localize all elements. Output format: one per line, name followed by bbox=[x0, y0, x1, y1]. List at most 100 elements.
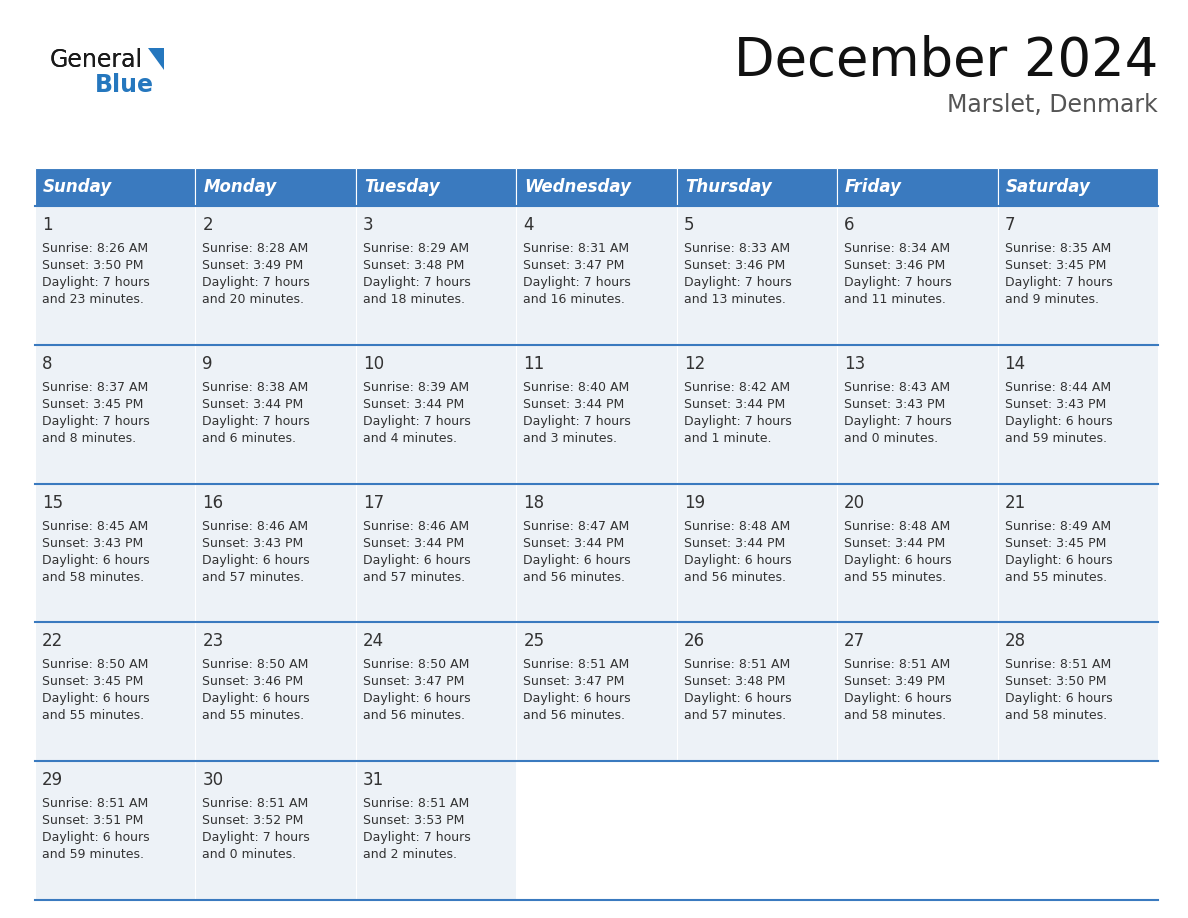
Text: 3: 3 bbox=[362, 216, 373, 234]
Text: Sunrise: 8:29 AM: Sunrise: 8:29 AM bbox=[362, 242, 469, 255]
Text: and 9 minutes.: and 9 minutes. bbox=[1005, 293, 1099, 306]
Text: Sunrise: 8:43 AM: Sunrise: 8:43 AM bbox=[845, 381, 950, 394]
Bar bbox=[677, 168, 838, 206]
Text: Sunset: 3:49 PM: Sunset: 3:49 PM bbox=[845, 676, 946, 688]
Text: Daylight: 6 hours: Daylight: 6 hours bbox=[684, 692, 791, 705]
Text: 20: 20 bbox=[845, 494, 865, 511]
Text: Sunrise: 8:50 AM: Sunrise: 8:50 AM bbox=[202, 658, 309, 671]
Text: Daylight: 6 hours: Daylight: 6 hours bbox=[42, 554, 150, 566]
Text: General: General bbox=[50, 48, 143, 72]
Text: Sunset: 3:43 PM: Sunset: 3:43 PM bbox=[1005, 397, 1106, 410]
Bar bbox=[196, 168, 356, 206]
Text: 29: 29 bbox=[42, 771, 63, 789]
Text: and 58 minutes.: and 58 minutes. bbox=[1005, 710, 1107, 722]
Bar bbox=[356, 622, 517, 761]
Text: Sunrise: 8:51 AM: Sunrise: 8:51 AM bbox=[1005, 658, 1111, 671]
Text: and 20 minutes.: and 20 minutes. bbox=[202, 293, 304, 306]
Text: and 55 minutes.: and 55 minutes. bbox=[42, 710, 144, 722]
Bar bbox=[677, 345, 838, 484]
Text: and 58 minutes.: and 58 minutes. bbox=[42, 571, 144, 584]
Text: Sunset: 3:45 PM: Sunset: 3:45 PM bbox=[42, 397, 144, 410]
Text: Monday: Monday bbox=[203, 178, 277, 196]
Text: Sunrise: 8:34 AM: Sunrise: 8:34 AM bbox=[845, 242, 950, 255]
Bar bbox=[998, 484, 1158, 622]
Bar bbox=[677, 206, 838, 345]
Text: 12: 12 bbox=[684, 354, 704, 373]
Bar bbox=[34, 484, 196, 622]
Text: Daylight: 7 hours: Daylight: 7 hours bbox=[523, 415, 631, 428]
Text: Daylight: 7 hours: Daylight: 7 hours bbox=[362, 276, 470, 289]
Text: Sunrise: 8:26 AM: Sunrise: 8:26 AM bbox=[42, 242, 148, 255]
Text: Sunrise: 8:44 AM: Sunrise: 8:44 AM bbox=[1005, 381, 1111, 394]
Bar bbox=[356, 761, 517, 900]
Text: and 18 minutes.: and 18 minutes. bbox=[362, 293, 465, 306]
Text: Sunset: 3:44 PM: Sunset: 3:44 PM bbox=[523, 537, 625, 550]
Text: Sunset: 3:44 PM: Sunset: 3:44 PM bbox=[684, 397, 785, 410]
Text: and 59 minutes.: and 59 minutes. bbox=[42, 848, 144, 861]
Text: Daylight: 6 hours: Daylight: 6 hours bbox=[362, 554, 470, 566]
Text: Sunset: 3:47 PM: Sunset: 3:47 PM bbox=[362, 676, 465, 688]
Text: 19: 19 bbox=[684, 494, 704, 511]
Text: Marslet, Denmark: Marslet, Denmark bbox=[947, 93, 1158, 117]
Text: Sunrise: 8:28 AM: Sunrise: 8:28 AM bbox=[202, 242, 309, 255]
Text: 28: 28 bbox=[1005, 633, 1025, 650]
Text: Daylight: 6 hours: Daylight: 6 hours bbox=[845, 692, 952, 705]
Text: and 11 minutes.: and 11 minutes. bbox=[845, 293, 946, 306]
Polygon shape bbox=[148, 48, 164, 70]
Bar bbox=[677, 622, 838, 761]
Text: 22: 22 bbox=[42, 633, 63, 650]
Text: Sunset: 3:45 PM: Sunset: 3:45 PM bbox=[1005, 537, 1106, 550]
Text: Daylight: 7 hours: Daylight: 7 hours bbox=[42, 276, 150, 289]
Text: Daylight: 7 hours: Daylight: 7 hours bbox=[1005, 276, 1112, 289]
Text: and 1 minute.: and 1 minute. bbox=[684, 431, 771, 445]
Bar bbox=[196, 761, 356, 900]
Text: and 57 minutes.: and 57 minutes. bbox=[362, 571, 465, 584]
Text: and 57 minutes.: and 57 minutes. bbox=[202, 571, 304, 584]
Bar bbox=[356, 168, 517, 206]
Text: 17: 17 bbox=[362, 494, 384, 511]
Text: Sunrise: 8:51 AM: Sunrise: 8:51 AM bbox=[362, 797, 469, 811]
Text: and 58 minutes.: and 58 minutes. bbox=[845, 710, 947, 722]
Text: Sunrise: 8:51 AM: Sunrise: 8:51 AM bbox=[845, 658, 950, 671]
Text: 2: 2 bbox=[202, 216, 213, 234]
Text: Sunset: 3:44 PM: Sunset: 3:44 PM bbox=[845, 537, 946, 550]
Text: Daylight: 7 hours: Daylight: 7 hours bbox=[362, 831, 470, 845]
Text: Daylight: 7 hours: Daylight: 7 hours bbox=[42, 415, 150, 428]
Bar bbox=[196, 206, 356, 345]
Text: Sunset: 3:43 PM: Sunset: 3:43 PM bbox=[202, 537, 304, 550]
Bar bbox=[34, 168, 196, 206]
Text: Sunrise: 8:46 AM: Sunrise: 8:46 AM bbox=[202, 520, 309, 532]
Text: Daylight: 7 hours: Daylight: 7 hours bbox=[202, 415, 310, 428]
Text: Daylight: 6 hours: Daylight: 6 hours bbox=[1005, 692, 1112, 705]
Text: Sunrise: 8:40 AM: Sunrise: 8:40 AM bbox=[523, 381, 630, 394]
Text: Sunset: 3:44 PM: Sunset: 3:44 PM bbox=[202, 397, 304, 410]
Text: and 55 minutes.: and 55 minutes. bbox=[202, 710, 304, 722]
Text: Daylight: 7 hours: Daylight: 7 hours bbox=[362, 415, 470, 428]
Text: 23: 23 bbox=[202, 633, 223, 650]
Bar bbox=[998, 622, 1158, 761]
Text: 10: 10 bbox=[362, 354, 384, 373]
Text: Sunrise: 8:51 AM: Sunrise: 8:51 AM bbox=[684, 658, 790, 671]
Text: General: General bbox=[50, 48, 143, 72]
Text: Daylight: 7 hours: Daylight: 7 hours bbox=[845, 415, 952, 428]
Text: and 8 minutes.: and 8 minutes. bbox=[42, 431, 137, 445]
Text: and 16 minutes.: and 16 minutes. bbox=[523, 293, 625, 306]
Text: Sunset: 3:52 PM: Sunset: 3:52 PM bbox=[202, 814, 304, 827]
Bar bbox=[998, 168, 1158, 206]
Text: 30: 30 bbox=[202, 771, 223, 789]
Bar bbox=[34, 622, 196, 761]
Bar bbox=[196, 622, 356, 761]
Text: Daylight: 7 hours: Daylight: 7 hours bbox=[202, 276, 310, 289]
Text: 13: 13 bbox=[845, 354, 865, 373]
Text: Sunset: 3:46 PM: Sunset: 3:46 PM bbox=[202, 676, 304, 688]
Text: 5: 5 bbox=[684, 216, 694, 234]
Bar bbox=[998, 345, 1158, 484]
Text: Daylight: 6 hours: Daylight: 6 hours bbox=[523, 554, 631, 566]
Bar bbox=[998, 206, 1158, 345]
Text: Sunrise: 8:51 AM: Sunrise: 8:51 AM bbox=[202, 797, 309, 811]
Text: 9: 9 bbox=[202, 354, 213, 373]
Text: 7: 7 bbox=[1005, 216, 1015, 234]
Text: and 6 minutes.: and 6 minutes. bbox=[202, 431, 297, 445]
Text: Sunrise: 8:33 AM: Sunrise: 8:33 AM bbox=[684, 242, 790, 255]
Text: Daylight: 7 hours: Daylight: 7 hours bbox=[684, 276, 791, 289]
